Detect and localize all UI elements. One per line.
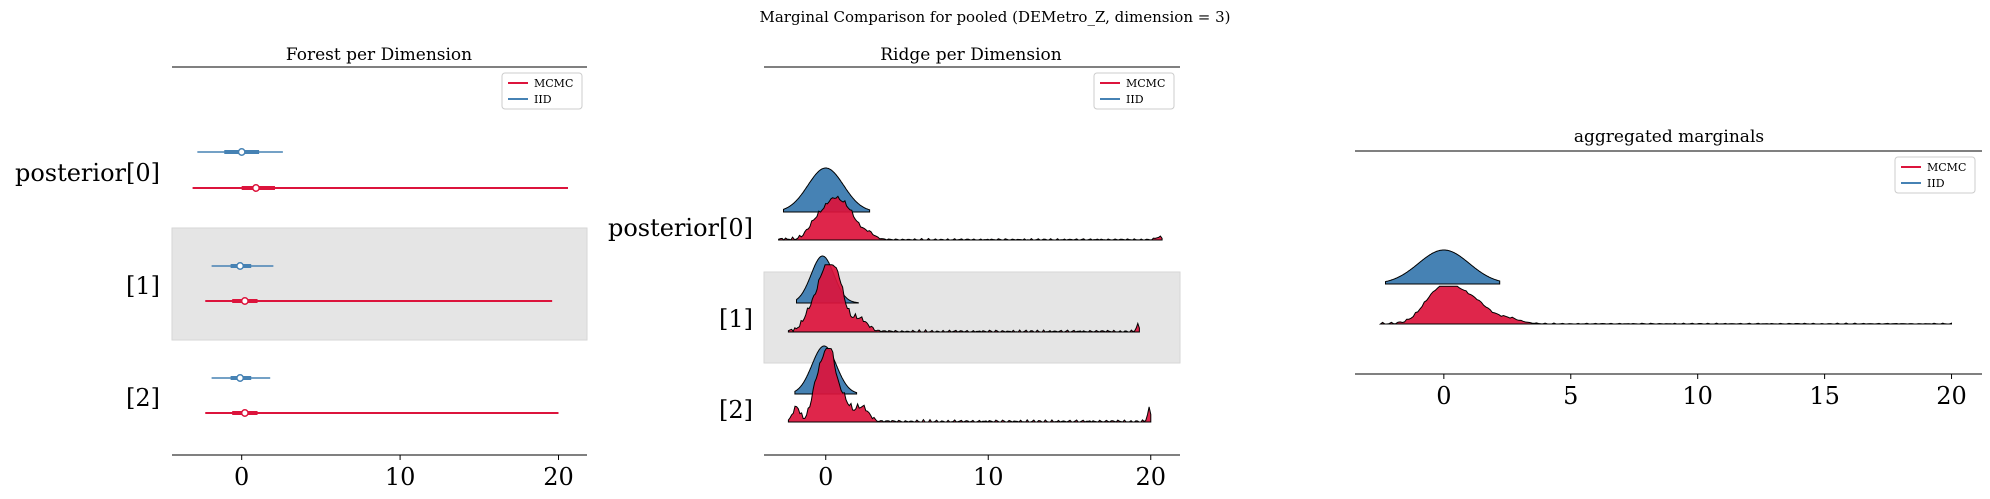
- forest-row-label: posterior[0]: [15, 159, 160, 187]
- ridge-panel-title: Ridge per Dimension: [880, 45, 1062, 65]
- forest-row-label: [1]: [126, 272, 160, 300]
- ridge-iid-density: [783, 167, 871, 213]
- aggregated-panel: aggregated marginals 0 5 10 15 20 MCMC IID: [1355, 127, 1982, 410]
- aggregated-panel-title: aggregated marginals: [1574, 127, 1764, 147]
- ridge-row-label: [2]: [719, 396, 753, 424]
- forest-x-tick-label: 0: [234, 463, 249, 491]
- ridge-x-tick-label: 20: [1135, 463, 1166, 491]
- ridge-legend-iid-label: IID: [1126, 93, 1144, 106]
- ridge-legend-mcmc-label: MCMC: [1126, 77, 1165, 90]
- forest-median-mcmc: [252, 184, 260, 192]
- ridge-x-tick-label: 10: [973, 463, 1004, 491]
- ridge-x-tick-label: 0: [818, 463, 833, 491]
- forest-median-iid: [236, 262, 245, 270]
- aggregated-x-tick-label: 5: [1563, 382, 1578, 410]
- aggregated-legend-iid-label: IID: [1927, 177, 1945, 190]
- aggregated-iid-density: [1385, 249, 1501, 285]
- ridge-row-label: posterior[0]: [608, 214, 753, 242]
- figure-suptitle: Marginal Comparison for pooled (DEMetro_…: [759, 8, 1230, 26]
- forest-shaded-band: [171, 227, 588, 341]
- aggregated-x-tick-label: 20: [1936, 382, 1967, 410]
- forest-panel: Forest per Dimension 0 10 20 posterior[0] [1…: [15, 45, 588, 491]
- forest-legend-mcmc-label: MCMC: [534, 77, 573, 90]
- forest-legend-iid-label: IID: [534, 93, 552, 106]
- aggregated-mcmc-density: [1378, 285, 1952, 325]
- forest-row-label: [2]: [126, 384, 160, 412]
- forest-panel-title: Forest per Dimension: [286, 45, 472, 65]
- aggregated-x-tick-label: 10: [1682, 382, 1713, 410]
- ridge-row-label: [1]: [719, 305, 753, 333]
- aggregated-legend-mcmc-label: MCMC: [1927, 161, 1966, 174]
- forest-median-mcmc: [240, 297, 249, 305]
- ridge-mcmc-density: [787, 264, 1140, 333]
- ridge-mcmc-density: [778, 195, 1163, 241]
- forest-median-iid: [236, 374, 245, 382]
- aggregated-x-tick-label: 15: [1809, 382, 1840, 410]
- forest-median-mcmc: [240, 409, 249, 417]
- forest-median-iid: [237, 148, 246, 156]
- forest-x-tick-label: 20: [543, 463, 574, 491]
- ridge-mcmc-density: [787, 348, 1152, 423]
- ridge-panel: Ridge per Dimension 0 10 20 posterior[0] [1]…: [608, 45, 1181, 491]
- aggregated-x-tick-label: 0: [1436, 382, 1451, 410]
- forest-x-tick-label: 10: [385, 463, 416, 491]
